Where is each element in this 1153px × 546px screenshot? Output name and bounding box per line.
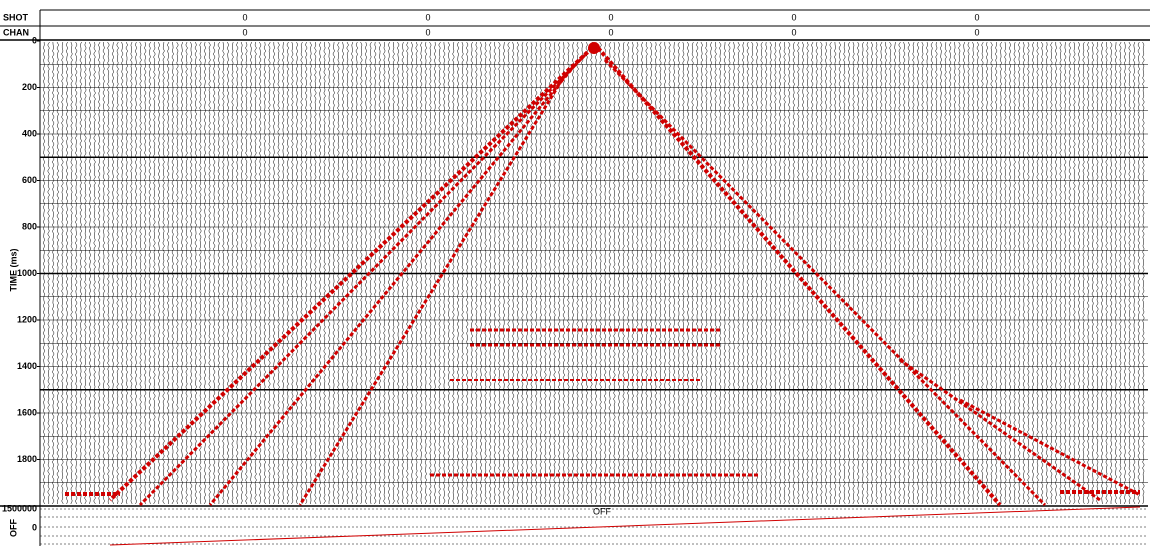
- time-tick-label: 1400: [17, 361, 37, 371]
- chan-value: 0: [425, 27, 430, 37]
- time-tick-label: 800: [22, 221, 37, 231]
- time-tick-label: 1800: [17, 454, 37, 464]
- time-tick-label: 600: [22, 175, 37, 185]
- shot-value: 0: [974, 12, 979, 22]
- offset-title: OFF: [593, 506, 611, 516]
- shot-value: 0: [608, 12, 613, 22]
- time-tick-label: 1000: [17, 268, 37, 278]
- chan-value: 0: [791, 27, 796, 37]
- offset-label: OFF: [8, 519, 18, 537]
- apex: [588, 42, 600, 54]
- chan-value: 0: [242, 27, 247, 37]
- seismic-display: SHOT CHAN TIME (ms) OFF OFF 000000000002…: [0, 0, 1153, 546]
- time-tick-label: 1200: [17, 314, 37, 324]
- offset-tick-label: 0: [32, 522, 37, 532]
- time-tick-label: 0: [32, 35, 37, 45]
- shot-value: 0: [791, 12, 796, 22]
- time-tick-label: 200: [22, 82, 37, 92]
- shot-value: 0: [242, 12, 247, 22]
- time-tick-label: 400: [22, 128, 37, 138]
- shot-value: 0: [425, 12, 430, 22]
- offset-tick-label: 1500000: [2, 503, 37, 513]
- chan-value: 0: [608, 27, 613, 37]
- chan-value: 0: [974, 27, 979, 37]
- chan-label: CHAN: [3, 27, 29, 37]
- time-tick-label: 1600: [17, 407, 37, 417]
- shot-label: SHOT: [3, 12, 29, 22]
